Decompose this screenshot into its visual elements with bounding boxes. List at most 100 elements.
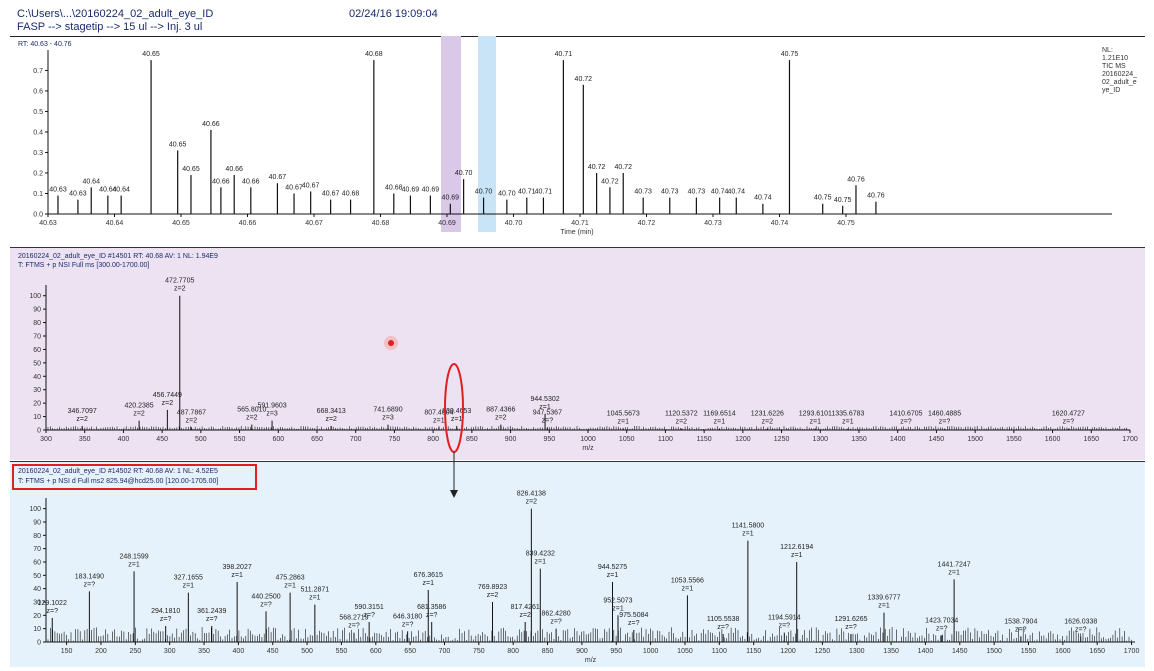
peak-charge: z=? [900, 419, 912, 426]
acquisition-datetime: 02/24/16 19:09:04 [349, 8, 438, 20]
x-tick-label: 1500 [986, 648, 1002, 655]
peak-label: 40.64 [82, 178, 100, 185]
x-tick-label: 1600 [1055, 648, 1071, 655]
x-tick-label: 800 [507, 648, 519, 655]
peak-label: 947.5367 [533, 409, 562, 416]
peak-label: 1423.7034 [925, 617, 958, 624]
x-tick-label: 1350 [883, 648, 899, 655]
peak-label: 741.6890 [373, 407, 402, 414]
peak-label: 40.73 [661, 189, 679, 196]
peak-charge: z=? [1063, 419, 1075, 426]
x-tick-label: 1700 [1122, 436, 1138, 443]
peak-charge: z=? [1075, 627, 1087, 634]
peak-charge: z=1 [539, 404, 551, 411]
peak-charge: z=? [348, 623, 360, 630]
y-tick-label: 30 [33, 387, 41, 394]
peak-label: 975.5084 [619, 612, 648, 619]
peak-label: 1231.6226 [751, 411, 784, 418]
peak-label: 40.65 [182, 166, 200, 173]
x-tick-label: 600 [272, 436, 284, 443]
tic-chart: RT: 40.63 - 40.76 0.0 0.1 0.2 0.3 0.4 0.5 0.6 0.… [18, 41, 1137, 236]
peak-label: 40.66 [212, 178, 230, 185]
peak-label: 1169.6514 [703, 411, 736, 418]
peak-charge: z=? [717, 624, 729, 631]
x-tick-label: 40.63 [39, 220, 57, 227]
peak-label: 887.4366 [486, 407, 515, 414]
peak-label: 40.74 [711, 189, 729, 196]
ms1-spectrum: 20160224_02_adult_eye_ID #14501 RT: 40.6… [18, 253, 1138, 452]
peak-label: 565.8010 [237, 407, 266, 414]
x-tick-label: 900 [505, 436, 517, 443]
peak-charge: z=1 [284, 583, 296, 590]
peak-charge: z=? [47, 608, 59, 615]
x-tick-label: 1150 [746, 648, 761, 655]
peak-label: 40.71 [535, 189, 553, 196]
x-tick-label: 350 [198, 648, 210, 655]
x-tick-label: 750 [389, 436, 401, 443]
x-tick-label: 40.71 [571, 220, 589, 227]
x-tick-label: 40.72 [638, 220, 656, 227]
peak-label: 944.5302 [530, 396, 559, 403]
peak-label: 830.4653 [442, 408, 471, 415]
peak-label: 40.72 [601, 178, 619, 185]
x-tick-label: 1550 [1006, 436, 1022, 443]
x-tick-label: 40.66 [239, 220, 257, 227]
peak-label: 361.2439 [197, 608, 226, 615]
peak-charge: z=? [160, 616, 172, 623]
peak-label: 456.7449 [153, 392, 182, 399]
peak-label: 40.72 [588, 164, 606, 171]
x-tick-label: 550 [234, 436, 246, 443]
peak-charge: z=? [936, 625, 948, 632]
peak-label: 40.71 [555, 51, 573, 58]
x-tick-label: 300 [164, 648, 176, 655]
peak-charge: z=1 [618, 419, 630, 426]
y-tick-label: 50 [33, 360, 41, 367]
x-tick-label: 650 [311, 436, 323, 443]
x-tick-label: 40.64 [106, 220, 124, 227]
x-tick-label: 600 [370, 648, 382, 655]
x-tick-label: 1300 [812, 436, 828, 443]
peak-label: 40.74 [754, 195, 772, 202]
y-tick-label: 0.3 [33, 150, 43, 157]
x-tick-label: 150 [61, 648, 73, 655]
peak-label: 817.4261 [511, 604, 540, 611]
y-tick-label: 0.1 [33, 191, 43, 198]
peak-label: 1105.5538 [707, 616, 740, 623]
peak-charge: z=? [260, 601, 272, 608]
peak-label: 40.67 [322, 191, 340, 198]
peak-label: 862.4280 [541, 611, 570, 618]
peak-label: 1626.0338 [1064, 619, 1097, 626]
peak-label: 40.67 [302, 182, 320, 189]
peak-label: 40.68 [342, 191, 360, 198]
peak-label: 40.69 [402, 187, 420, 194]
peak-label: 40.73 [688, 189, 706, 196]
peak-label: 346.7097 [68, 408, 97, 415]
peak-charge: z=1 [714, 419, 726, 426]
peak-label: 1339.6777 [867, 595, 900, 602]
y-tick-label: 100 [29, 293, 41, 300]
peak-label: 1141.5800 [732, 523, 765, 530]
peak-charge: z=? [84, 581, 96, 588]
peak-charge: z=2 [526, 499, 538, 506]
peak-charge: z=3 [382, 415, 394, 422]
y-tick-label: 0.5 [33, 109, 43, 116]
y-tick-label: 90 [33, 520, 41, 527]
peak-charge: z=? [779, 623, 791, 630]
header-rule [10, 36, 1145, 37]
x-tick-label: 1250 [774, 436, 790, 443]
peak-label: 40.68 [385, 184, 403, 191]
x-tick-label: 450 [267, 648, 279, 655]
x-tick-label: 40.65 [172, 220, 190, 227]
peak-label: 472.7705 [165, 278, 194, 285]
peak-label: 40.63 [69, 191, 87, 198]
peak-charge: z=1 [878, 603, 890, 610]
peak-label: 1441.7247 [938, 561, 971, 568]
peak-charge: z=? [426, 612, 438, 619]
peak-label: 40.71 [518, 189, 536, 196]
nl-info-line: 1.21E10 [1102, 55, 1128, 62]
y-tick-label: 10 [33, 626, 41, 633]
x-tick-label: 1350 [851, 436, 867, 443]
peak-charge: z=? [939, 419, 951, 426]
y-tick-label: 0.0 [33, 212, 43, 219]
peak-label: 1120.5372 [665, 411, 698, 418]
